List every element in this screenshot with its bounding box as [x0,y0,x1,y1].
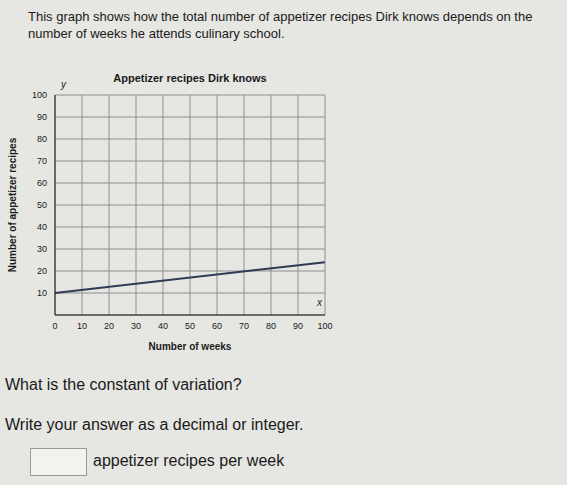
html-text:appetizer recipes per week: appetizer recipes per week [93,452,285,469]
svg-text:10: 10 [37,288,47,298]
svg-text:80: 80 [37,134,47,144]
svg-text:70: 70 [239,321,249,331]
svg-text:30: 30 [131,321,141,331]
svg-text:90: 90 [293,321,303,331]
svg-text:20: 20 [37,266,47,276]
html-text:x: x [317,297,322,308]
svg-text:70: 70 [37,156,47,166]
svg-text:40: 40 [37,222,47,232]
svg-text:20: 20 [104,321,114,331]
svg-text:50: 50 [37,200,47,210]
svg-text:Number of weeks: Number of weeks [149,341,232,352]
svg-text:30: 30 [37,244,47,254]
svg-text:0: 0 [52,321,57,331]
html-text:Appetizer recipes Dirk knows: Appetizer recipes Dirk knows [113,72,267,84]
svg-text:60: 60 [37,178,47,188]
svg-text:100: 100 [317,321,332,331]
svg-text:90: 90 [37,112,47,122]
svg-text:Number of appetizer recipes: Number of appetizer recipes [8,137,18,272]
svg-text:100: 100 [32,90,47,100]
svg-text:40: 40 [158,321,168,331]
svg-text:60: 60 [212,321,222,331]
svg-text:80: 80 [266,321,276,331]
html-text:Write your answer as a decimal: Write your answer as a decimal or intege… [5,416,304,433]
svg-text:10: 10 [77,321,87,331]
html-text:What is the constant of variat: What is the constant of variation? [5,376,242,393]
svg-text:50: 50 [185,321,195,331]
html-text:y: y [61,79,66,90]
html-text:This graph shows how the total: This graph shows how the total number of… [28,9,533,41]
